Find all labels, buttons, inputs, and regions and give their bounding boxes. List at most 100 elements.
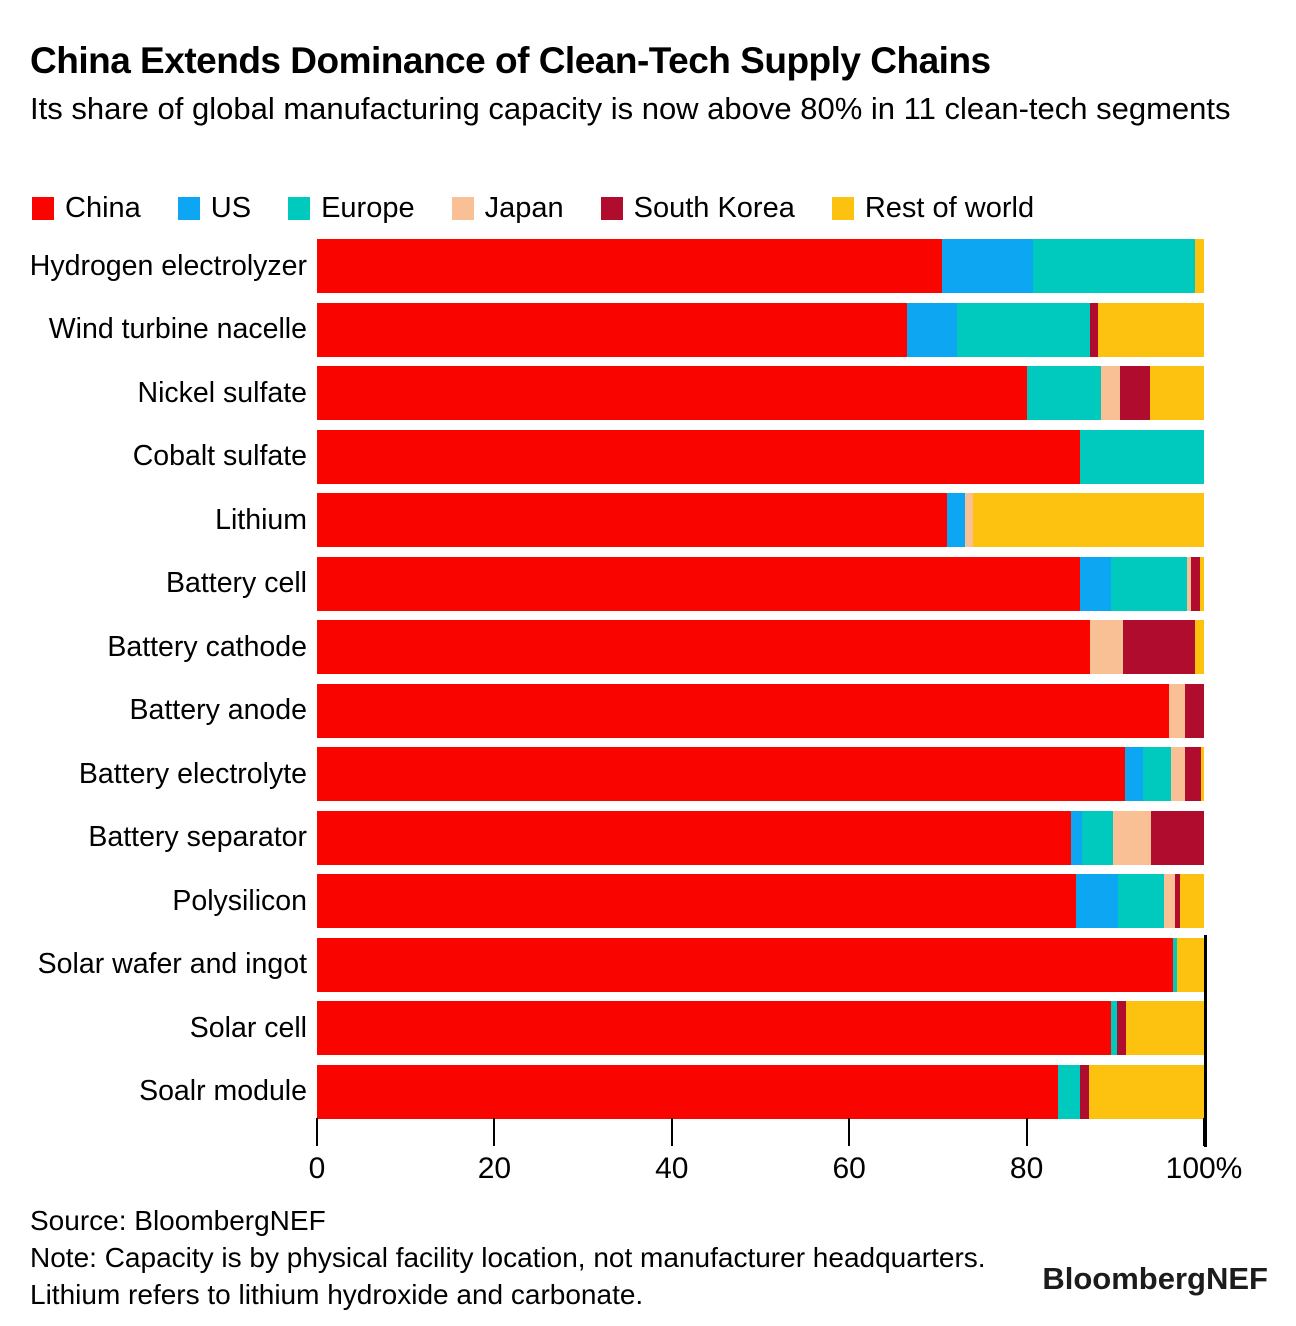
bar-segment-south-korea [1119, 366, 1150, 420]
category-label: Solar wafer and ingot [37, 948, 307, 980]
bar-segment-rest-of-world [1199, 556, 1204, 611]
category-label: Lithium [215, 503, 307, 536]
x-axis-tick-label: 60 [832, 1152, 866, 1185]
x-axis-tick-label: 80 [1009, 1152, 1044, 1185]
lithium-note: Lithium refers to lithium hydroxide and … [30, 1279, 644, 1310]
bar-segment-rest-of-world [1180, 874, 1204, 928]
bar-segment-japan [1112, 810, 1151, 865]
bar-track [317, 874, 1204, 928]
chart-row-battery-anode: Battery anode [0, 683, 1296, 738]
bar-segment-china [317, 874, 1077, 928]
legend-swatch-us [177, 197, 200, 220]
category-label: Battery cell [166, 567, 307, 599]
bar-track [317, 810, 1204, 865]
chart-rows: Hydrogen electrolyzer Wind turbine nacell… [0, 239, 1296, 1128]
bar-segment-europe [957, 302, 1090, 357]
chart-row-wind-turbine-nacelle: Wind turbine nacelle [0, 302, 1296, 357]
bar-segment-china [317, 366, 1027, 420]
chart-subtitle: Its share of global manufacturing capaci… [30, 91, 1231, 126]
bar-track [317, 302, 1204, 357]
bar-segment-china [317, 937, 1173, 992]
bar-segment-rest-of-world [1097, 302, 1204, 357]
legend-swatch-japan [451, 197, 474, 220]
bar-segment-south-korea [1174, 874, 1181, 928]
chart-row-nickel-sulfate: Nickel sulfate [0, 366, 1296, 420]
bar-segment-us [1076, 874, 1118, 928]
legend-item-japan: Japan [451, 192, 564, 225]
x-axis-tick [670, 1118, 673, 1146]
bar-segment-rest-of-world [973, 493, 1204, 547]
bar-track [317, 493, 1204, 547]
bar-segment-japan [1169, 683, 1186, 738]
category-label: Battery electrolyte [78, 757, 307, 790]
chart-row-hydrogen-electrolyzer: Hydrogen electrolyzer [0, 239, 1296, 293]
source-note: Source: BloombergNEF [30, 1205, 326, 1236]
bar-segment-us [942, 239, 1033, 293]
bar-segment-china [317, 620, 1091, 674]
bar-track [317, 747, 1204, 801]
bar-segment-china [317, 302, 907, 357]
bar-segment-europe [1082, 810, 1113, 865]
legend-label: Rest of world [864, 192, 1035, 224]
footer-notes: Source: BloombergNEF Note: Capacity is b… [30, 1202, 986, 1313]
bar-segment-europe [1117, 874, 1165, 928]
legend-item-rest-of-world: Rest of world [831, 192, 1035, 225]
legend-label: Japan [484, 192, 564, 224]
x-axis-tick [316, 1118, 318, 1146]
bar-segment-south-korea [1150, 810, 1204, 865]
bar-segment-rest-of-world [1177, 937, 1204, 992]
bar-segment-europe [1110, 556, 1188, 611]
bar-segment-japan [1101, 366, 1120, 420]
bar-segment-europe [1110, 1001, 1118, 1055]
bar-segment-china [317, 239, 943, 293]
category-label: Hydrogen electrolyzer [29, 249, 307, 282]
bar-segment-europe [1079, 429, 1204, 484]
bar-segment-rest-of-world [1195, 239, 1204, 293]
x-axis-tick-label: 20 [477, 1152, 512, 1185]
bar-segment-china [317, 683, 1170, 738]
bar-segment-china [317, 1001, 1111, 1055]
legend-label: Europe [321, 192, 415, 224]
bar-segment-china [317, 810, 1071, 865]
bar-segment-south-korea [1190, 556, 1200, 611]
bar-segment-china [317, 493, 947, 547]
bar-segment-rest-of-world [1149, 366, 1204, 420]
category-label: Solar cell [189, 1011, 307, 1044]
bar-segment-china [317, 1064, 1058, 1119]
bar-segment-south-korea [1185, 747, 1202, 801]
bar-segment-europe [1142, 747, 1172, 801]
legend-swatch-china [32, 197, 54, 220]
bar-segment-europe [1026, 366, 1102, 420]
x-axis-tick-label: 100% [1165, 1152, 1243, 1185]
legend-swatch-europe [288, 197, 311, 220]
x-axis-tick-label: 0 [308, 1152, 326, 1185]
bar-segment-us [1079, 556, 1111, 611]
bar-segment-japan [964, 493, 974, 547]
category-label: Battery anode [129, 694, 307, 726]
legend-item-europe: Europe [288, 192, 415, 225]
bar-segment-us [1070, 810, 1083, 865]
x-axis-tick [1025, 1118, 1028, 1146]
bar-segment-rest-of-world [1195, 620, 1204, 674]
chart-row-solar-wafer-and-ingot: Solar wafer and ingot [0, 937, 1296, 992]
legend-label: China [65, 192, 141, 224]
legend-label: South Korea [633, 192, 795, 224]
category-label: Cobalt sulfate [132, 440, 307, 472]
chart-title: China Extends Dominance of Clean-Tech Su… [30, 40, 991, 81]
chart-row-battery-cell: Battery cell [0, 556, 1296, 611]
chart-row-battery-cathode: Battery cathode [0, 620, 1296, 674]
capacity-note: Note: Capacity is by physical facility l… [30, 1242, 986, 1273]
bar-track [317, 937, 1204, 992]
bar-track [317, 620, 1204, 674]
bar-segment-japan [1187, 556, 1191, 611]
bar-segment-china [317, 747, 1126, 801]
chart-row-polysilicon: Polysilicon [0, 874, 1296, 928]
bar-segment-europe [1057, 1064, 1080, 1119]
x-axis-tick-label: 40 [655, 1152, 689, 1185]
legend-swatch-rest-of-world [831, 197, 854, 220]
bar-segment-japan [1164, 874, 1175, 928]
bar-track [317, 1001, 1204, 1055]
bar-segment-japan [1090, 620, 1124, 674]
axis-line-right [1204, 935, 1207, 1147]
